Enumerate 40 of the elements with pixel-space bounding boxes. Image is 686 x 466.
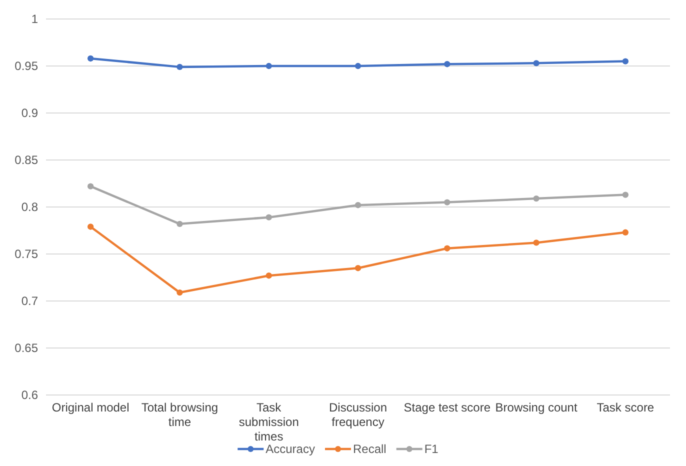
point: [354, 265, 362, 272]
point: [533, 240, 540, 246]
y-tick-label: 0.7: [21, 294, 38, 308]
x-tick-label: Total browsing time: [141, 400, 218, 429]
point: [87, 183, 94, 190]
x-tick-label: Task score: [596, 400, 654, 415]
point: [176, 64, 183, 70]
y-tick-label: 0.85: [14, 152, 38, 167]
y-tick-label: 0.8: [21, 200, 38, 214]
point: [354, 202, 362, 208]
legend-label: Recall: [352, 442, 386, 456]
x-tick-label: Stage test score: [404, 400, 491, 415]
point: [87, 224, 94, 230]
point: [176, 289, 183, 296]
y-tick-label: 0.95: [14, 58, 38, 73]
point: [622, 192, 629, 198]
x-tick-label: Task submission times: [238, 400, 299, 444]
point: [622, 58, 629, 64]
point: [444, 245, 450, 252]
point: [176, 220, 183, 228]
legend-label: Accuracy: [266, 442, 315, 456]
y-tick-label: 0.6: [21, 388, 38, 402]
legend-label: F1: [424, 442, 439, 456]
y-tick-label: 1: [31, 12, 38, 26]
y-tick-label: 0.75: [14, 246, 38, 261]
point: [533, 60, 540, 66]
x-tick-label: Browsing count: [495, 400, 578, 415]
point: [444, 199, 450, 206]
y-tick-label: 0.65: [14, 340, 38, 355]
x-tick-label: Original model: [52, 400, 130, 415]
point: [87, 55, 94, 62]
point: [266, 62, 272, 70]
point: [354, 62, 362, 70]
point: [533, 195, 540, 202]
y-tick-label: 0.9: [21, 106, 38, 120]
point: [266, 272, 272, 279]
x-tick-label: Discussion frequency: [328, 400, 388, 429]
point: [622, 229, 629, 236]
point: [444, 61, 450, 68]
point: [266, 214, 272, 220]
